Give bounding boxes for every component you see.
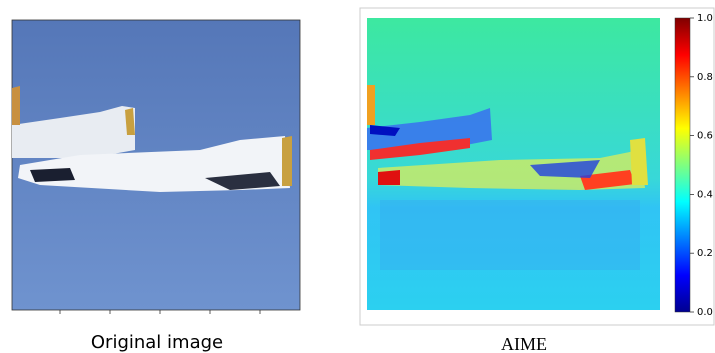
caption: AIME [501, 334, 547, 353]
colorbar-tick-label: 0.6 [697, 131, 713, 142]
colorbar-tick-label: 1.0 [697, 13, 713, 24]
caption: Original image [91, 332, 223, 353]
colorbar [675, 18, 690, 312]
figure: Original image AIME 0.0 0.2 0.4 0.6 0.8 1.0 [0, 0, 715, 353]
colorbar-tick-label: 0.4 [697, 189, 713, 200]
colorbar-tick-label: 0.8 [697, 72, 713, 83]
colorbar-tick-label: 0.2 [697, 248, 713, 259]
heatmap [367, 18, 660, 310]
colorbar-tick-label: 0.0 [697, 307, 713, 318]
original-image [12, 20, 300, 314]
